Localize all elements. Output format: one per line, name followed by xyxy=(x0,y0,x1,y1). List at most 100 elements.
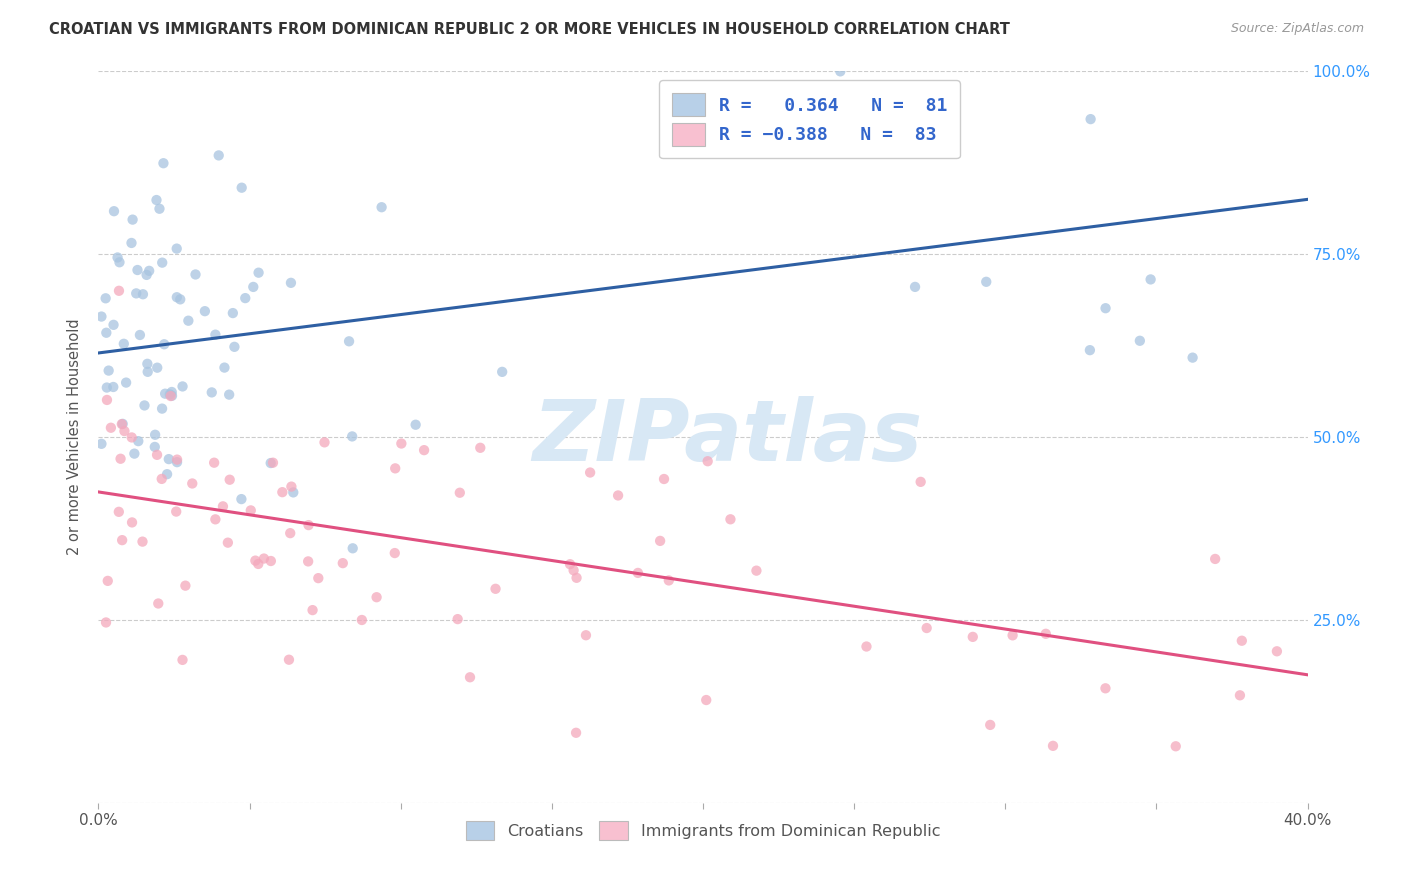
Point xyxy=(134,399,156,413)
Point xyxy=(307,571,329,585)
Point xyxy=(745,564,768,578)
Point xyxy=(413,443,436,458)
Point xyxy=(1181,351,1204,365)
Point xyxy=(148,597,170,611)
Point xyxy=(458,670,481,684)
Point xyxy=(153,337,176,351)
Point xyxy=(852,94,875,108)
Point xyxy=(470,441,492,455)
Point xyxy=(239,503,262,517)
Point xyxy=(156,467,179,482)
Point xyxy=(121,516,143,530)
Point xyxy=(1204,552,1226,566)
Point xyxy=(121,430,143,444)
Point xyxy=(97,363,120,377)
Point xyxy=(1265,644,1288,658)
Point xyxy=(297,518,319,533)
Point xyxy=(224,340,246,354)
Point xyxy=(278,526,301,541)
Point xyxy=(107,251,129,265)
Point xyxy=(910,475,932,489)
Point xyxy=(143,427,166,442)
Y-axis label: 2 or more Vehicles in Household: 2 or more Vehicles in Household xyxy=(67,318,83,556)
Point xyxy=(143,440,166,454)
Point xyxy=(340,429,363,443)
Point xyxy=(332,556,354,570)
Point xyxy=(231,492,253,507)
Point xyxy=(650,533,672,548)
Point xyxy=(627,566,650,580)
Point xyxy=(166,455,188,469)
Point xyxy=(131,534,153,549)
Point xyxy=(974,275,997,289)
Point xyxy=(201,385,224,400)
Point xyxy=(114,424,136,438)
Point xyxy=(181,476,204,491)
Point xyxy=(565,571,588,585)
Point xyxy=(280,276,302,290)
Point xyxy=(962,630,984,644)
Point xyxy=(103,380,125,394)
Point xyxy=(247,557,270,571)
Point xyxy=(222,306,245,320)
Point xyxy=(214,360,236,375)
Point xyxy=(1229,688,1251,702)
Point xyxy=(280,480,302,494)
Point xyxy=(103,204,125,219)
Point xyxy=(204,327,226,342)
Point xyxy=(447,612,470,626)
Point xyxy=(658,574,681,588)
Point xyxy=(384,461,406,475)
Point xyxy=(1001,628,1024,642)
Point xyxy=(202,456,225,470)
Point xyxy=(94,615,117,630)
Point xyxy=(652,472,675,486)
Point xyxy=(491,365,513,379)
Point xyxy=(184,268,207,282)
Point xyxy=(370,200,392,214)
Point xyxy=(194,304,217,318)
Point xyxy=(217,535,239,549)
Point xyxy=(231,180,253,194)
Point xyxy=(562,563,585,577)
Point xyxy=(283,485,305,500)
Point xyxy=(449,485,471,500)
Point xyxy=(314,435,336,450)
Point xyxy=(204,512,226,526)
Point xyxy=(124,447,146,461)
Point xyxy=(146,360,169,375)
Point xyxy=(247,266,270,280)
Point xyxy=(152,156,174,170)
Point xyxy=(558,558,581,572)
Point xyxy=(260,456,283,470)
Point xyxy=(342,541,364,556)
Point xyxy=(695,693,717,707)
Point xyxy=(579,466,602,480)
Point xyxy=(177,314,200,328)
Point xyxy=(121,235,143,250)
Point xyxy=(212,500,235,514)
Point xyxy=(96,392,118,407)
Point xyxy=(350,613,373,627)
Point xyxy=(1129,334,1152,348)
Point xyxy=(111,533,134,548)
Point xyxy=(108,255,131,269)
Point xyxy=(150,255,173,269)
Point xyxy=(389,436,412,450)
Point xyxy=(1094,681,1116,696)
Point xyxy=(136,365,159,379)
Point xyxy=(1042,739,1064,753)
Point xyxy=(979,718,1001,732)
Point xyxy=(915,621,938,635)
Legend: Croatians, Immigrants from Dominican Republic: Croatians, Immigrants from Dominican Rep… xyxy=(460,814,946,846)
Point xyxy=(607,488,630,502)
Point xyxy=(384,546,406,560)
Point xyxy=(166,242,188,256)
Point xyxy=(153,386,176,401)
Point xyxy=(96,326,118,340)
Point xyxy=(1078,343,1101,358)
Point xyxy=(575,628,598,642)
Point xyxy=(127,434,149,449)
Point xyxy=(145,193,167,207)
Point xyxy=(157,452,180,467)
